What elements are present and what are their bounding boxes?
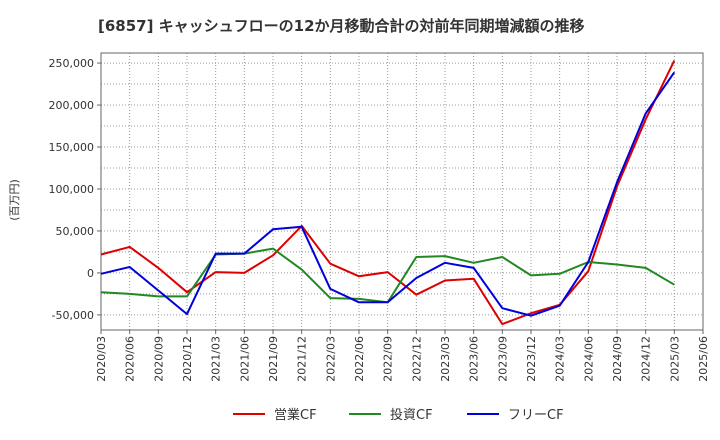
x-tick-label: 2021/12 (296, 336, 309, 382)
legend-label: フリーCF (508, 408, 564, 423)
x-tick-label: 2021/06 (238, 336, 251, 382)
chart-title: [6857] キャッシュフローの12か月移動合計の対前年同期増減額の推移 (98, 17, 585, 35)
x-tick-label: 2022/12 (410, 336, 423, 382)
x-tick-label: 2024/06 (582, 336, 595, 382)
x-tick-label: 2025/06 (697, 336, 710, 382)
grid-lines (101, 53, 703, 330)
x-tick-label: 2021/03 (210, 336, 223, 382)
x-tick-label: 2022/03 (324, 336, 337, 382)
plot-area-frame (100, 52, 704, 331)
x-tick-label: 2020/03 (95, 336, 108, 382)
x-tick-label: 2022/06 (353, 336, 366, 382)
y-axis-label: (百万円) (8, 179, 21, 221)
series-line-フリーCF (100, 71, 676, 317)
x-tick-label: 2024/03 (554, 336, 567, 382)
y-tick-label: 250,000 (49, 57, 95, 70)
series-lines (100, 60, 676, 326)
y-tick-label: 200,000 (49, 99, 95, 112)
x-tick-label: 2025/03 (668, 336, 681, 382)
legend-label: 営業CF (274, 407, 317, 423)
x-tick-label: 2024/12 (640, 336, 653, 382)
x-axis-ticks: 2020/03 2020/06 2020/09 2020/12 2021/03 2021/… (95, 330, 710, 382)
x-tick-label: 2020/09 (152, 336, 165, 382)
x-tick-label: 2023/03 (439, 336, 452, 382)
legend: 営業CF 投資CF フリーCF (233, 407, 564, 423)
x-tick-label: 2022/09 (382, 336, 395, 382)
y-tick-label: 100,000 (49, 183, 95, 196)
series-line-営業CF (100, 60, 676, 326)
y-axis-ticks: -50,000 0 50,000 100,000 150,000 200,000 250,0… (49, 57, 101, 322)
legend-label: 投資CF (390, 407, 433, 423)
y-tick-label: 50,000 (56, 225, 95, 238)
x-tick-label: 2020/12 (181, 336, 194, 382)
x-tick-label: 2021/09 (267, 336, 280, 382)
y-tick-label: 150,000 (49, 141, 95, 154)
y-tick-label: 0 (87, 267, 94, 280)
y-tick-label: -50,000 (52, 309, 94, 322)
x-tick-label: 2020/06 (124, 336, 137, 382)
x-tick-label: 2023/09 (496, 336, 509, 382)
x-tick-label: 2023/06 (468, 336, 481, 382)
x-tick-label: 2023/12 (525, 336, 538, 382)
x-tick-label: 2024/09 (611, 336, 624, 382)
